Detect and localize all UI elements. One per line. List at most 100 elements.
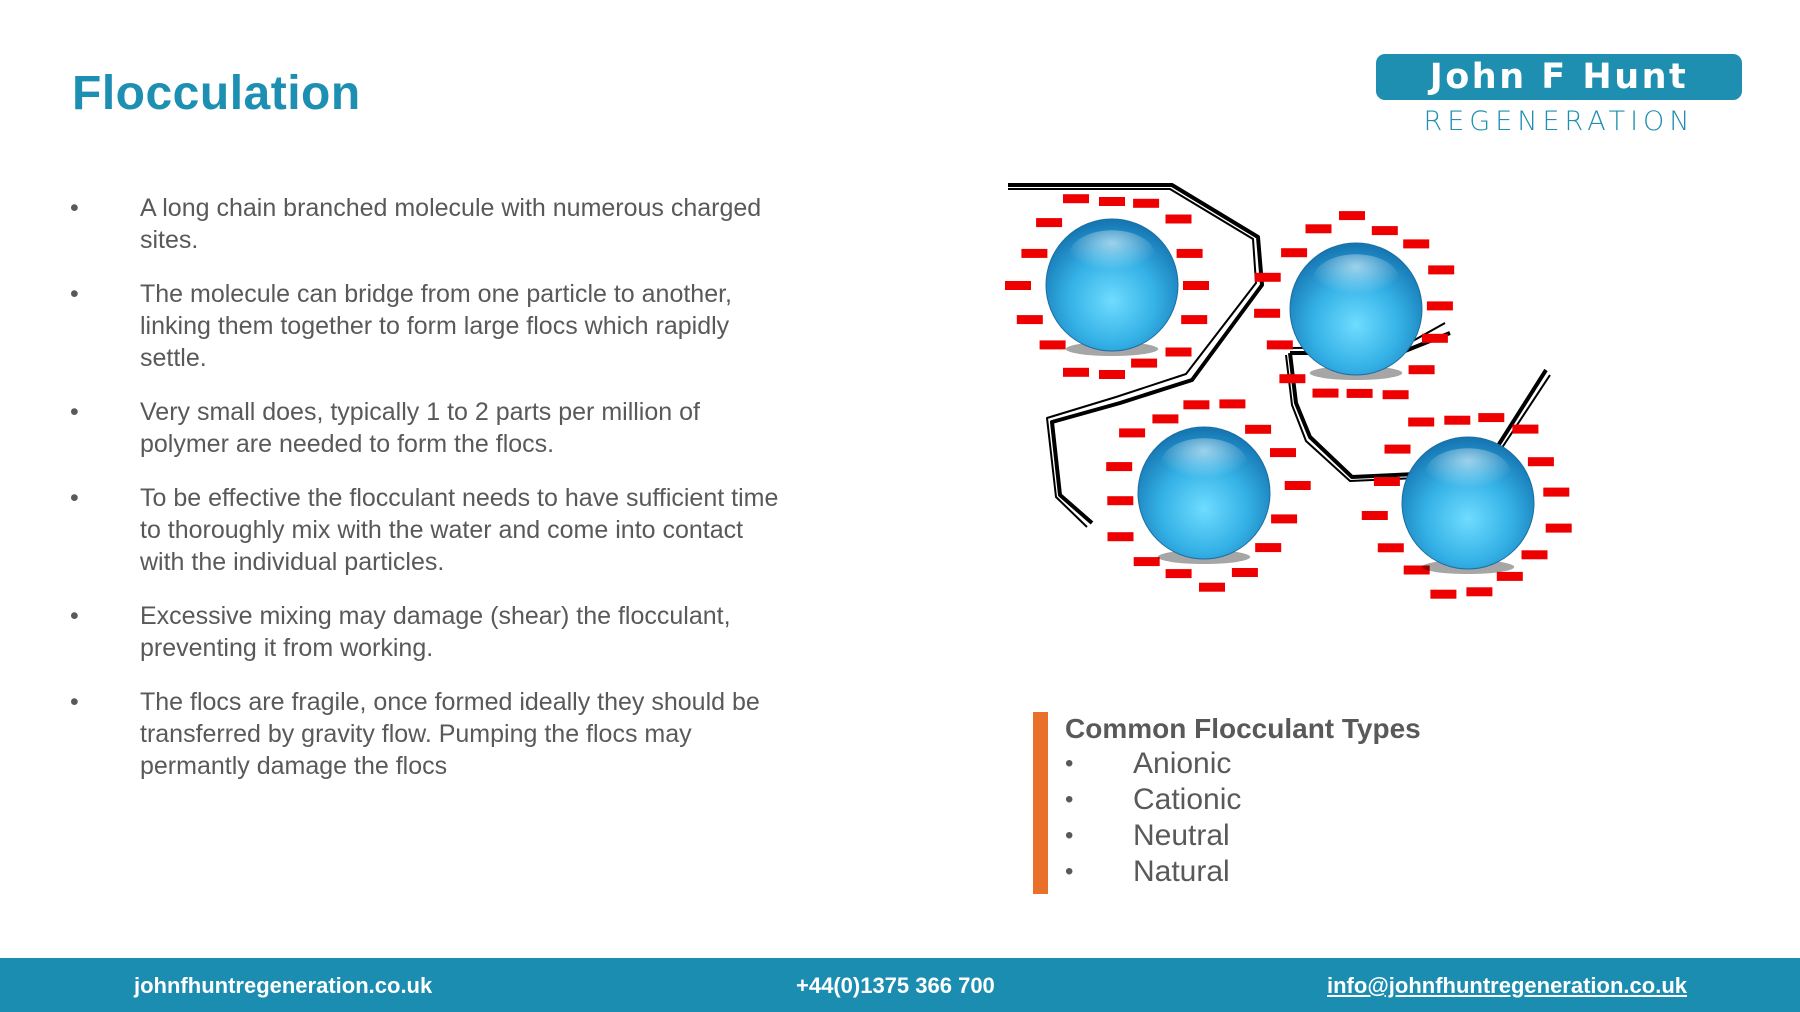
footer-phone: +44(0)1375 366 700 bbox=[796, 973, 995, 998]
negative-charge-icon bbox=[1466, 587, 1493, 597]
polymer-chain-segment bbox=[1008, 183, 1264, 525]
negative-charge-icon bbox=[1021, 248, 1048, 258]
negative-charge-icon bbox=[1270, 448, 1296, 458]
negative-charge-icon bbox=[1430, 589, 1457, 599]
bullet-dot-icon: • bbox=[1065, 858, 1074, 885]
negative-charge-icon bbox=[1403, 565, 1430, 575]
bullet-list: • A long chain branched molecule with num… bbox=[70, 192, 790, 804]
negative-charge-icon bbox=[1036, 218, 1063, 228]
particle bbox=[1254, 211, 1455, 400]
negative-charge-icon bbox=[1373, 477, 1400, 486]
negative-charge-icon bbox=[1107, 496, 1134, 506]
negative-charge-icon bbox=[1521, 550, 1548, 560]
negative-charge-icon bbox=[1478, 413, 1505, 423]
negative-charge-icon bbox=[1527, 457, 1554, 467]
negative-charge-icon bbox=[1131, 358, 1158, 368]
negative-charge-icon bbox=[1165, 569, 1192, 579]
negative-charge-icon bbox=[1106, 462, 1133, 472]
negative-charge-icon bbox=[1219, 399, 1246, 409]
bullet-dot-icon: • bbox=[70, 194, 79, 222]
list-item: • Anionic bbox=[1065, 746, 1525, 782]
negative-charge-icon bbox=[1382, 390, 1409, 400]
negative-charge-icon bbox=[1496, 571, 1523, 581]
bullet-dot-icon: • bbox=[70, 280, 79, 308]
bullet-text: To be effective the flocculant needs to … bbox=[140, 484, 779, 576]
bullet-dot-icon: • bbox=[70, 688, 79, 716]
polymer-chain-segment bbox=[1008, 188, 1257, 528]
bullet-item: • To be effective the flocculant needs to… bbox=[70, 482, 790, 578]
negative-charge-icon bbox=[1099, 197, 1125, 206]
bullet-text: Excessive mixing may damage (shear) the … bbox=[140, 602, 731, 662]
particles bbox=[1005, 194, 1572, 599]
negative-charge-icon bbox=[1271, 514, 1298, 524]
negative-charge-icon bbox=[1199, 582, 1225, 592]
particle bbox=[1361, 413, 1572, 599]
negative-charge-icon bbox=[1403, 239, 1430, 249]
negative-charge-icon bbox=[1266, 340, 1293, 350]
negative-charge-icon bbox=[1152, 414, 1179, 424]
negative-charge-icon bbox=[1284, 481, 1311, 490]
negative-charge-icon bbox=[1063, 367, 1089, 377]
page-title: Flocculation bbox=[72, 67, 361, 120]
flocculant-type: Anionic bbox=[1133, 747, 1232, 780]
negative-charge-icon bbox=[1346, 388, 1373, 398]
bullet-dot-icon: • bbox=[70, 602, 79, 630]
negative-charge-icon bbox=[1281, 248, 1308, 258]
bullet-text: Very small does, typically 1 to 2 parts … bbox=[140, 398, 700, 458]
negative-charge-icon bbox=[1428, 265, 1455, 275]
particle bbox=[1005, 194, 1209, 379]
negative-charge-icon bbox=[1339, 211, 1365, 221]
bullet-item: • Very small does, typically 1 to 2 parts… bbox=[70, 396, 790, 460]
negative-charge-icon bbox=[1176, 248, 1203, 258]
footer-website-link[interactable]: johnfhuntregeneration.co.uk bbox=[134, 973, 433, 998]
negative-charge-icon bbox=[1279, 374, 1306, 384]
particle-highlight bbox=[1313, 254, 1399, 305]
particle-highlight bbox=[1069, 230, 1155, 281]
negative-charge-icon bbox=[1231, 568, 1258, 577]
negative-charge-icon bbox=[1165, 347, 1192, 357]
negative-charge-icon bbox=[1133, 198, 1160, 208]
bullet-item: • Excessive mixing may damage (shear) the… bbox=[70, 600, 790, 664]
negative-charge-icon bbox=[1543, 487, 1570, 497]
negative-charge-icon bbox=[1039, 340, 1066, 350]
flocculation-diagram bbox=[1005, 183, 1572, 599]
bullet-dot-icon: • bbox=[1065, 786, 1074, 813]
negative-charge-icon bbox=[1063, 194, 1089, 204]
negative-charge-icon bbox=[1181, 315, 1208, 325]
negative-charge-icon bbox=[1133, 557, 1160, 567]
flocculant-types-callout: Common Flocculant Types • Anionic • Cation… bbox=[1033, 712, 1525, 894]
list-item: • Cationic bbox=[1065, 782, 1525, 818]
flocculant-type: Neutral bbox=[1133, 819, 1230, 852]
negative-charge-icon bbox=[1545, 523, 1572, 533]
negative-charge-icon bbox=[1371, 226, 1398, 236]
negative-charge-icon bbox=[1408, 365, 1435, 375]
negative-charge-icon bbox=[1099, 370, 1125, 379]
company-logo: John F Hunt REGENERATION bbox=[1376, 54, 1742, 137]
flocculant-type-list: • Anionic • Cationic • Neutral • Natural bbox=[1065, 746, 1525, 890]
bullet-dot-icon: • bbox=[1065, 750, 1074, 777]
negative-charge-icon bbox=[1254, 308, 1281, 318]
negative-charge-icon bbox=[1512, 424, 1539, 434]
negative-charge-icon bbox=[1444, 415, 1471, 425]
negative-charge-icon bbox=[1408, 417, 1435, 427]
negative-charge-icon bbox=[1016, 315, 1043, 325]
negative-charge-icon bbox=[1384, 444, 1411, 454]
negative-charge-icon bbox=[1119, 428, 1146, 438]
flocculant-type: Natural bbox=[1133, 855, 1230, 888]
flocculant-type: Cationic bbox=[1133, 783, 1242, 816]
negative-charge-icon bbox=[1312, 388, 1339, 398]
bullet-item: • The flocs are fragile, once formed idea… bbox=[70, 686, 790, 782]
list-item: • Neutral bbox=[1065, 818, 1525, 854]
logo-name: John F Hunt bbox=[1376, 54, 1742, 100]
negative-charge-icon bbox=[1107, 532, 1134, 542]
particle-highlight bbox=[1425, 448, 1511, 499]
bullet-dot-icon: • bbox=[1065, 822, 1074, 849]
footer-email-link[interactable]: info@johnfhuntregeneration.co.uk bbox=[1327, 973, 1687, 998]
negative-charge-icon bbox=[1421, 333, 1448, 343]
bullet-dot-icon: • bbox=[70, 484, 79, 512]
bullet-dot-icon: • bbox=[70, 398, 79, 426]
negative-charge-icon bbox=[1005, 281, 1031, 290]
negative-charge-icon bbox=[1183, 400, 1210, 410]
callout-title: Common Flocculant Types bbox=[1065, 713, 1421, 744]
bullet-item: • A long chain branched molecule with num… bbox=[70, 192, 790, 256]
